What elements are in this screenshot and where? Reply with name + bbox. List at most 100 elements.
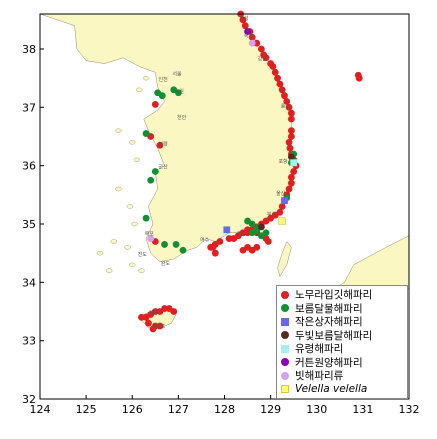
- observation-point-nomura: [239, 246, 247, 254]
- y-tick-label: 35: [22, 218, 36, 231]
- observation-point-nomura: [269, 63, 277, 70]
- observation-point-nomura: [274, 74, 281, 82]
- legend-item-curtain: 커튼원양해파리: [281, 356, 407, 370]
- legend-item-ghost: 유령해파리: [281, 342, 407, 356]
- legend-marker: [281, 331, 289, 340]
- observation-point-nomura: [144, 319, 152, 327]
- observation-point-nomura: [262, 54, 270, 62]
- y-axis-ticks: 32 33 34 35 36 37 38: [22, 43, 44, 406]
- legend-marker: [281, 290, 289, 299]
- small-island: [96, 250, 104, 256]
- observation-point-moon: [258, 232, 265, 240]
- observation-point-moon: [179, 246, 187, 254]
- observation-point-moon: [151, 168, 159, 175]
- observation-point-curtain: [244, 28, 251, 35]
- small-island: [138, 268, 145, 273]
- place-label-seogwipo: 서귀포: [152, 323, 166, 330]
- small-island: [105, 268, 113, 273]
- place-label-boryeong: 보령: [159, 140, 168, 147]
- legend-item-box: 작은상자해파리: [281, 315, 407, 329]
- legend-label: 보름달물해파리: [295, 302, 363, 315]
- observation-point-nomura: [285, 103, 293, 111]
- legend-marker: [281, 317, 289, 326]
- x-axis-ticks: 124 125 126 127 128 129 130 131 132: [30, 395, 420, 416]
- observation-point-nomura: [276, 80, 284, 88]
- observation-point-nomura: [225, 235, 233, 242]
- place-label-jindo: 진도: [138, 251, 148, 258]
- observation-point-nomura: [287, 133, 295, 140]
- observation-point-moon: [154, 89, 162, 97]
- legend-marker: [281, 371, 289, 380]
- place-label-mokpo: 목포: [145, 232, 155, 238]
- observation-point-moon: [248, 229, 256, 237]
- legend-label: Velella velella: [295, 383, 368, 396]
- y-tick-label: 34: [22, 276, 36, 289]
- observation-point-brown: [258, 223, 265, 231]
- observation-point-nomura: [211, 249, 219, 257]
- observation-point-brown: [287, 153, 295, 161]
- observation-point-nomura: [278, 203, 286, 210]
- place-label-pohang: 포항: [278, 158, 288, 165]
- legend-label: 두빛보름달해파리: [295, 329, 373, 342]
- x-tick-label: 125: [76, 403, 97, 416]
- observation-point-nomura: [287, 109, 295, 117]
- legend-item-velella: Velella velella: [281, 383, 407, 397]
- small-island: [129, 140, 136, 145]
- y-tick-label: 33: [22, 335, 36, 348]
- observation-point-nomura: [286, 144, 294, 152]
- observation-point-nomura: [290, 168, 298, 175]
- observation-point-nomura: [278, 86, 286, 94]
- observation-point-nomura: [287, 115, 295, 123]
- observation-point-box: [223, 226, 231, 234]
- place-label-seoul: 서울: [172, 70, 182, 77]
- small-island: [115, 128, 122, 133]
- observation-point-nomura: [156, 322, 164, 330]
- place-label-gunsan: 군산: [159, 164, 169, 171]
- x-tick-label: 132: [399, 403, 420, 416]
- observation-point-nomura: [287, 173, 295, 181]
- place-label-uljin: 울진: [281, 102, 291, 109]
- observation-point-nomura: [271, 68, 279, 76]
- place-label-north3: 강릉: [258, 56, 268, 63]
- x-tick-label: 124: [30, 403, 51, 416]
- small-island: [124, 245, 131, 250]
- legend-label: 노무라입깃해파리: [295, 289, 373, 302]
- observation-point-nomura: [151, 101, 159, 108]
- x-tick-label: 131: [352, 403, 373, 416]
- tsushima-island: [277, 241, 292, 278]
- observation-point-nomura: [170, 308, 178, 315]
- legend-marker: [281, 344, 289, 353]
- place-label-yeosu: 여수: [200, 237, 210, 244]
- legend-item-brown: 두빛보름달해파리: [281, 329, 407, 343]
- x-tick-label: 130: [306, 403, 327, 416]
- x-tick-label: 126: [122, 403, 143, 416]
- small-island: [131, 221, 138, 227]
- observation-point-nomura: [281, 92, 288, 100]
- observation-point-nomura: [285, 185, 293, 193]
- observation-point-moon: [147, 176, 155, 184]
- place-label-incheon: 인천: [159, 76, 169, 83]
- small-island: [133, 157, 141, 163]
- observation-point-nomura: [355, 74, 363, 82]
- observation-point-nomura: [285, 138, 293, 146]
- legend-label: 유령해파리: [295, 343, 344, 356]
- observation-point-nomura: [138, 313, 145, 321]
- x-tick-label: 127: [168, 403, 189, 416]
- observation-point-moon: [174, 89, 182, 97]
- observation-point-nomura: [239, 16, 247, 24]
- observation-point-moon: [142, 130, 150, 137]
- observation-point-ctenophore: [147, 235, 155, 242]
- observation-point-moon: [142, 214, 150, 222]
- legend-label: 커튼원양해파리: [295, 356, 363, 369]
- observation-point-nomura: [287, 179, 295, 187]
- y-tick-label: 37: [22, 101, 36, 114]
- observation-layer: [138, 10, 363, 333]
- observation-point-nomura: [149, 325, 157, 333]
- place-label-north2: 속초: [244, 32, 254, 39]
- observation-point-nomura: [156, 141, 164, 149]
- small-island: [142, 75, 150, 81]
- small-island: [126, 204, 134, 209]
- x-tick-label: 128: [214, 403, 235, 416]
- small-island: [135, 87, 143, 93]
